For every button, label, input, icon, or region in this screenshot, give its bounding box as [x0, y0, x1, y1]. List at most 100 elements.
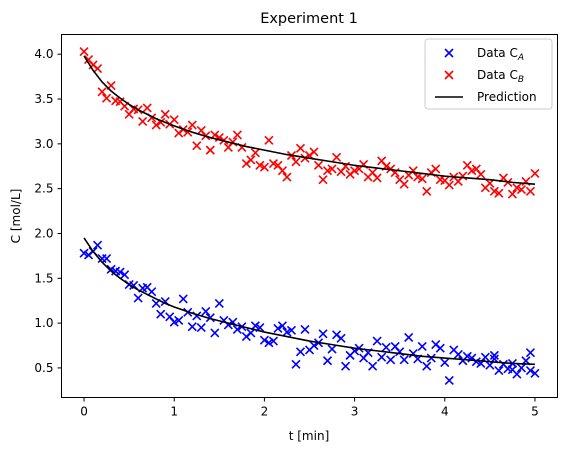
- data-point-ca: [381, 342, 391, 352]
- data-point-ca: [327, 344, 337, 354]
- prediction-line-cb: [83, 55, 536, 185]
- data-point-ca: [205, 313, 215, 323]
- x-tick-label: 0: [80, 405, 88, 419]
- y-tick-label: 3.0: [34, 137, 53, 151]
- data-point-ca: [377, 352, 387, 362]
- data-point-cb: [102, 93, 112, 103]
- data-point-cb: [228, 137, 238, 147]
- data-point-ca: [277, 321, 288, 331]
- data-point-cb: [507, 189, 517, 199]
- x-tick-label: 2: [261, 405, 269, 419]
- data-point-cb: [494, 188, 504, 198]
- axes-frame: [61, 34, 558, 398]
- data-point-ca: [525, 366, 536, 376]
- y-tick-label: 0.5: [34, 361, 53, 375]
- data-point-ca: [102, 254, 112, 264]
- data-point-ca: [426, 353, 436, 363]
- data-point-ca: [368, 361, 378, 371]
- data-point-ca: [386, 355, 396, 365]
- data-point-ca: [480, 352, 490, 362]
- data-point-cb: [327, 164, 337, 174]
- data-point-cb: [372, 173, 382, 183]
- data-point-ca: [516, 363, 526, 373]
- y-tick-label: 2.0: [34, 226, 53, 240]
- data-point-cb: [97, 87, 107, 97]
- y-tick-label: 4.0: [34, 47, 53, 61]
- data-point-ca: [201, 306, 211, 317]
- data-point-cb: [205, 145, 215, 155]
- data-point-ca: [273, 323, 283, 334]
- data-point-ca: [336, 333, 346, 343]
- y-axis-label: C [mol/L]: [9, 189, 23, 244]
- x-tick-label: 1: [170, 405, 178, 419]
- data-point-ca: [156, 309, 166, 319]
- data-point-cb: [458, 171, 468, 181]
- data-point-cb: [192, 141, 202, 151]
- legend-label: Data CA: [477, 46, 524, 63]
- data-point-ca: [435, 343, 445, 353]
- data-point-cb: [250, 148, 260, 158]
- data-point-cb: [313, 160, 324, 170]
- data-point-cb: [525, 186, 536, 196]
- data-point-ca: [300, 324, 310, 334]
- x-axis-label: t [min]: [289, 429, 330, 443]
- data-point-ca: [318, 329, 328, 339]
- data-point-ca: [422, 361, 432, 371]
- legend-marker: [444, 70, 454, 80]
- data-point-ca: [453, 349, 463, 360]
- legend-box: [424, 38, 553, 110]
- data-point-ca: [399, 355, 409, 365]
- data-point-cb: [444, 180, 454, 190]
- y-axis: 0.5 1.0 1.5 2.0 2.5 3.0 3.5 4.0: [34, 47, 62, 375]
- data-point-ca: [440, 357, 450, 368]
- data-point-ca: [525, 348, 536, 358]
- x-axis: 0 1 2 3 4 5: [80, 397, 539, 419]
- data-point-ca: [322, 356, 333, 366]
- data-point-ca: [494, 366, 504, 376]
- data-point-cb: [264, 135, 274, 145]
- y-tick-label: 2.5: [34, 182, 53, 196]
- data-point-ca: [120, 270, 130, 280]
- data-point-ca: [268, 336, 278, 346]
- x-tick-label: 4: [441, 405, 449, 419]
- data-point-cb: [422, 186, 432, 196]
- legend: Data CA Data CB Prediction: [424, 38, 553, 110]
- data-point-cb: [295, 143, 306, 153]
- data-point-ca: [444, 375, 454, 386]
- data-point-cb: [282, 172, 292, 182]
- data-point-ca: [507, 365, 517, 375]
- data-point-ca: [93, 240, 103, 250]
- legend-label: Data CB: [477, 68, 524, 85]
- data-point-cb: [309, 147, 319, 157]
- y-tick-label: 1.0: [34, 316, 53, 330]
- data-point-cb: [160, 109, 170, 119]
- legend-marker: [444, 48, 454, 58]
- data-point-cb: [431, 164, 441, 174]
- data-point-cb: [246, 155, 256, 165]
- data-point-ca: [404, 332, 414, 343]
- data-point-cb: [530, 168, 540, 178]
- data-point-ca: [178, 294, 188, 304]
- legend-label: Prediction: [477, 90, 537, 104]
- data-point-ca: [417, 341, 427, 351]
- data-point-cb: [476, 169, 486, 179]
- x-tick-label: 3: [351, 405, 359, 419]
- data-point-ca: [372, 336, 382, 346]
- data-point-cb: [291, 157, 301, 167]
- data-point-cb: [516, 184, 526, 195]
- data-point-ca: [530, 368, 540, 378]
- data-point-ca: [174, 315, 184, 325]
- data-point-ca: [246, 328, 256, 338]
- data-point-ca: [147, 287, 157, 297]
- data-point-cb: [318, 175, 328, 185]
- data-point-cb: [169, 115, 179, 125]
- data-point-cb: [142, 103, 152, 113]
- data-point-ca: [259, 335, 269, 345]
- data-point-ca: [115, 267, 125, 277]
- data-point-cb: [138, 116, 148, 127]
- data-point-ca: [295, 347, 306, 357]
- x-tick-label: 5: [531, 405, 539, 419]
- data-point-cb: [187, 120, 197, 130]
- data-point-ca: [489, 350, 499, 360]
